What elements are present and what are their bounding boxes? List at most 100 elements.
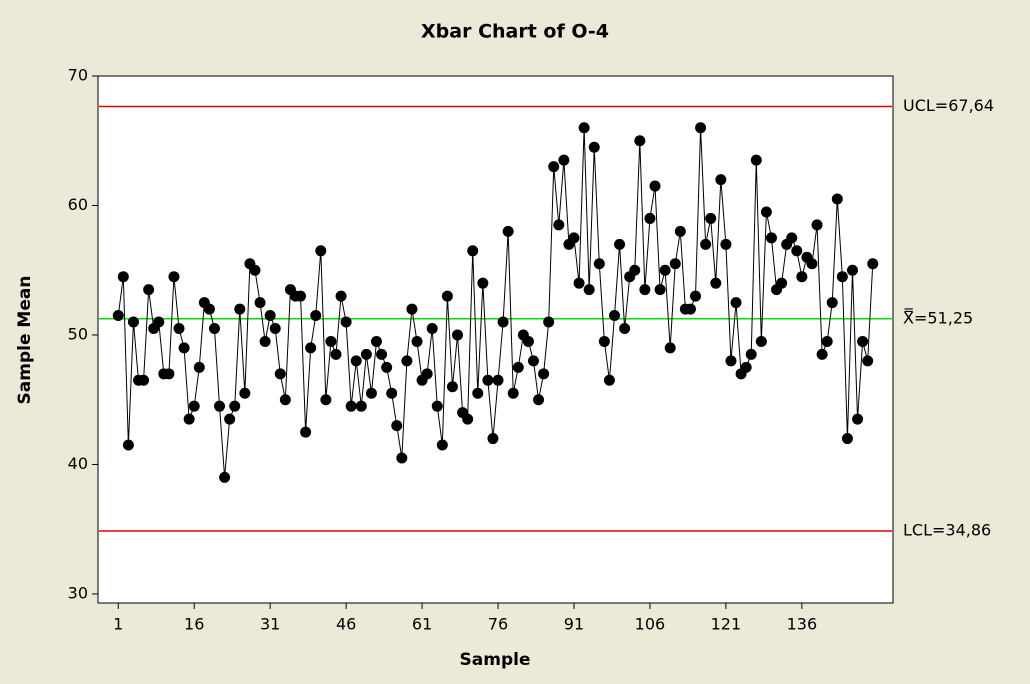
data-point [583, 284, 595, 296]
data-point [796, 271, 808, 283]
data-point [507, 387, 519, 399]
data-point [608, 310, 620, 322]
data-point [619, 322, 631, 334]
data-point [558, 154, 570, 166]
data-point [355, 400, 367, 412]
data-point [168, 271, 180, 283]
data-point [239, 387, 251, 399]
data-point [386, 387, 398, 399]
x-tick-label: 31 [260, 615, 280, 634]
data-point [325, 335, 337, 347]
data-point [183, 413, 195, 425]
control-limit-label: UCL=67,64 [903, 96, 994, 115]
data-point [700, 238, 712, 250]
data-point [816, 348, 828, 360]
data-point [315, 245, 327, 257]
data-point [345, 400, 357, 412]
x-tick-label: 61 [412, 615, 432, 634]
data-point [391, 420, 403, 432]
data-point [588, 141, 600, 153]
data-point [153, 316, 165, 328]
data-point [401, 355, 413, 367]
data-point [598, 335, 610, 347]
data-point [634, 135, 646, 147]
data-point [715, 174, 727, 186]
data-point [705, 212, 717, 224]
data-point [720, 238, 732, 250]
data-point [831, 193, 843, 205]
data-point [431, 400, 443, 412]
data-point [305, 342, 317, 354]
data-point [452, 329, 464, 341]
data-point [214, 400, 226, 412]
y-tick-label: 70 [68, 66, 88, 85]
data-point [259, 335, 271, 347]
data-point [502, 225, 514, 237]
data-point [127, 316, 139, 328]
data-point [381, 361, 393, 373]
data-point [852, 413, 864, 425]
data-point [512, 361, 524, 373]
data-point [203, 303, 215, 315]
data-point [477, 277, 489, 289]
data-point [193, 361, 205, 373]
x-tick-label: 136 [787, 615, 818, 634]
data-point [573, 277, 585, 289]
data-point [406, 303, 418, 315]
data-point [826, 297, 838, 309]
data-point [300, 426, 312, 438]
x-tick-label: 46 [336, 615, 356, 634]
data-point [436, 439, 448, 451]
data-point [310, 310, 322, 322]
data-point [340, 316, 352, 328]
data-point [264, 310, 276, 322]
data-point [335, 290, 347, 302]
data-point [234, 303, 246, 315]
y-tick-label: 60 [68, 195, 88, 214]
data-point [446, 381, 458, 393]
data-point [467, 245, 479, 257]
data-point [760, 206, 772, 218]
data-point [441, 290, 453, 302]
data-point [654, 284, 666, 296]
data-point [755, 335, 767, 347]
data-point [350, 355, 362, 367]
x-tick-label: 121 [711, 615, 742, 634]
data-point [745, 348, 757, 360]
data-point [695, 122, 707, 134]
data-point [639, 284, 651, 296]
y-tick-label: 30 [68, 583, 88, 602]
data-point [173, 322, 185, 334]
data-point [821, 335, 833, 347]
data-point [229, 400, 241, 412]
x-tick-label: 1 [113, 615, 123, 634]
data-point [411, 335, 423, 347]
data-point [836, 271, 848, 283]
data-point [750, 154, 762, 166]
data-point [371, 335, 383, 347]
data-point [487, 433, 499, 445]
data-point [740, 361, 752, 373]
data-point [482, 374, 494, 386]
data-point [684, 303, 696, 315]
y-tick-label: 40 [68, 454, 88, 473]
data-point [330, 348, 342, 360]
data-point [279, 394, 291, 406]
data-point [578, 122, 590, 134]
x-tick-label: 76 [488, 615, 508, 634]
plot-area [97, 75, 894, 604]
data-point [593, 258, 605, 270]
data-point [421, 368, 433, 380]
data-point [249, 264, 261, 276]
data-point [730, 297, 742, 309]
data-point [629, 264, 641, 276]
data-point [553, 219, 565, 231]
data-point [365, 387, 377, 399]
x-tick-label: 106 [635, 615, 666, 634]
data-point [360, 348, 372, 360]
data-point [376, 348, 388, 360]
data-point [269, 322, 281, 334]
data-point [841, 433, 853, 445]
x-tick-label: 91 [564, 615, 584, 634]
